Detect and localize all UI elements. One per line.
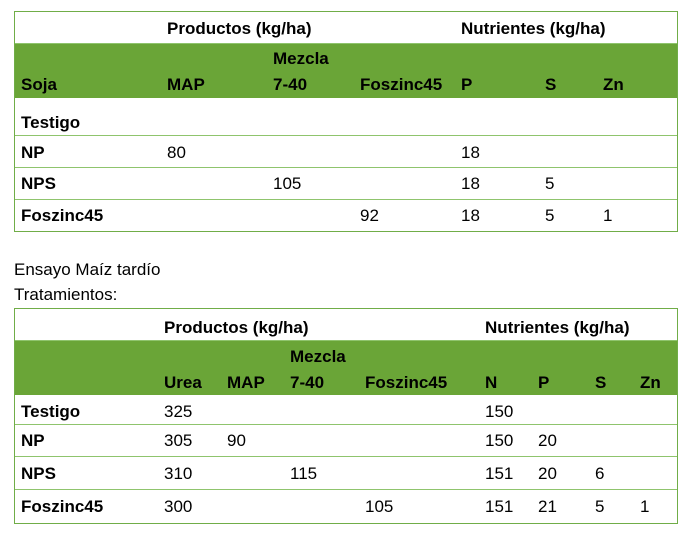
maiz-group-header-row: Productos (kg/ha) Nutrientes (kg/ha): [15, 309, 677, 341]
cell-p: 18: [461, 206, 480, 225]
row-name: Foszinc45: [21, 497, 104, 516]
soja-header-p: P: [461, 75, 473, 94]
maiz-header-n: N: [485, 373, 498, 392]
maiz-header-mezcla-line1: Mezcla: [290, 347, 346, 366]
soja-group-products: Productos (kg/ha): [167, 19, 312, 38]
table-row: Foszinc45 300 105 151 21 5 1: [15, 490, 677, 523]
cell-map: 80: [167, 143, 186, 162]
cell-p: 20: [538, 464, 557, 483]
soja-header-map: MAP: [167, 75, 205, 94]
table-row: NP 80 18: [15, 136, 677, 168]
maiz-header-p: P: [538, 373, 550, 392]
soja-group-header-row: Productos (kg/ha) Nutrientes (kg/ha): [15, 12, 677, 44]
cell-urea: 310: [164, 464, 193, 483]
soja-group-nutrients: Nutrientes (kg/ha): [461, 19, 606, 38]
table-row: Testigo 325 150: [15, 395, 677, 425]
soja-header-crop: Soja: [21, 75, 57, 94]
cell-urea: 300: [164, 497, 193, 516]
row-name: NPS: [21, 464, 56, 483]
row-name: NP: [21, 143, 45, 162]
maiz-header-zn: Zn: [640, 373, 661, 392]
maiz-table: Productos (kg/ha) Nutrientes (kg/ha) Ure…: [14, 308, 678, 524]
cell-n: 151: [485, 497, 514, 516]
cell-map: 90: [227, 431, 246, 450]
maiz-group-nutrients: Nutrientes (kg/ha): [485, 318, 630, 337]
cell-urea: 305: [164, 431, 193, 450]
row-name: NPS: [21, 174, 56, 193]
table-row: Foszinc45 92 18 5 1: [15, 200, 677, 231]
soja-column-header-row: Soja MAP Mezcla 7-40 Foszinc45 P S Zn: [15, 44, 677, 98]
cell-p: 18: [461, 174, 480, 193]
cell-zn: 1: [640, 497, 650, 516]
maiz-header-s: S: [595, 373, 607, 392]
maiz-column-header-row: Urea MAP Mezcla 7-40 Foszinc45 N P S Zn: [15, 341, 677, 395]
cell-foszinc: 92: [360, 206, 379, 225]
cell-p: 20: [538, 431, 557, 450]
maiz-group-products: Productos (kg/ha): [164, 318, 309, 337]
cell-zn: 1: [603, 206, 613, 225]
maiz-header-urea: Urea: [164, 373, 202, 392]
table-row: NP 305 90 150 20: [15, 425, 677, 457]
caption-subtitle: Tratamientos:: [14, 285, 118, 304]
row-name: Testigo: [21, 402, 81, 421]
cell-mezcla: 105: [273, 174, 302, 193]
cell-n: 150: [485, 431, 514, 450]
row-name: Testigo: [21, 113, 81, 132]
caption-title: Ensayo Maíz tardío: [14, 260, 161, 279]
cell-mezcla: 115: [290, 464, 318, 483]
cell-foszinc: 105: [365, 497, 394, 516]
cell-n: 151: [485, 464, 514, 483]
soja-header-foszinc: Foszinc45: [360, 75, 443, 94]
cell-s: 5: [545, 206, 555, 225]
soja-table: Productos (kg/ha) Nutrientes (kg/ha) Soj…: [14, 11, 678, 232]
cell-urea: 325: [164, 402, 193, 421]
soja-header-mezcla-line2: 7-40: [273, 75, 308, 94]
table-row: Testigo: [15, 98, 677, 136]
soja-header-s: S: [545, 75, 557, 94]
maiz-header-foszinc: Foszinc45: [365, 373, 448, 392]
row-name: Foszinc45: [21, 206, 104, 225]
cell-n: 150: [485, 402, 514, 421]
cell-s: 5: [595, 497, 605, 516]
cell-p: 21: [538, 497, 557, 516]
soja-header-zn: Zn: [603, 75, 624, 94]
cell-p: 18: [461, 143, 480, 162]
maiz-header-map: MAP: [227, 373, 265, 392]
maiz-header-mezcla-line2: 7-40: [290, 373, 325, 392]
row-name: NP: [21, 431, 45, 450]
soja-header-mezcla-line1: Mezcla: [273, 49, 329, 68]
cell-s: 6: [595, 464, 605, 483]
table-row: NPS 310 115 151 20 6: [15, 457, 677, 490]
table-row: NPS 105 18 5: [15, 168, 677, 200]
cell-s: 5: [545, 174, 555, 193]
